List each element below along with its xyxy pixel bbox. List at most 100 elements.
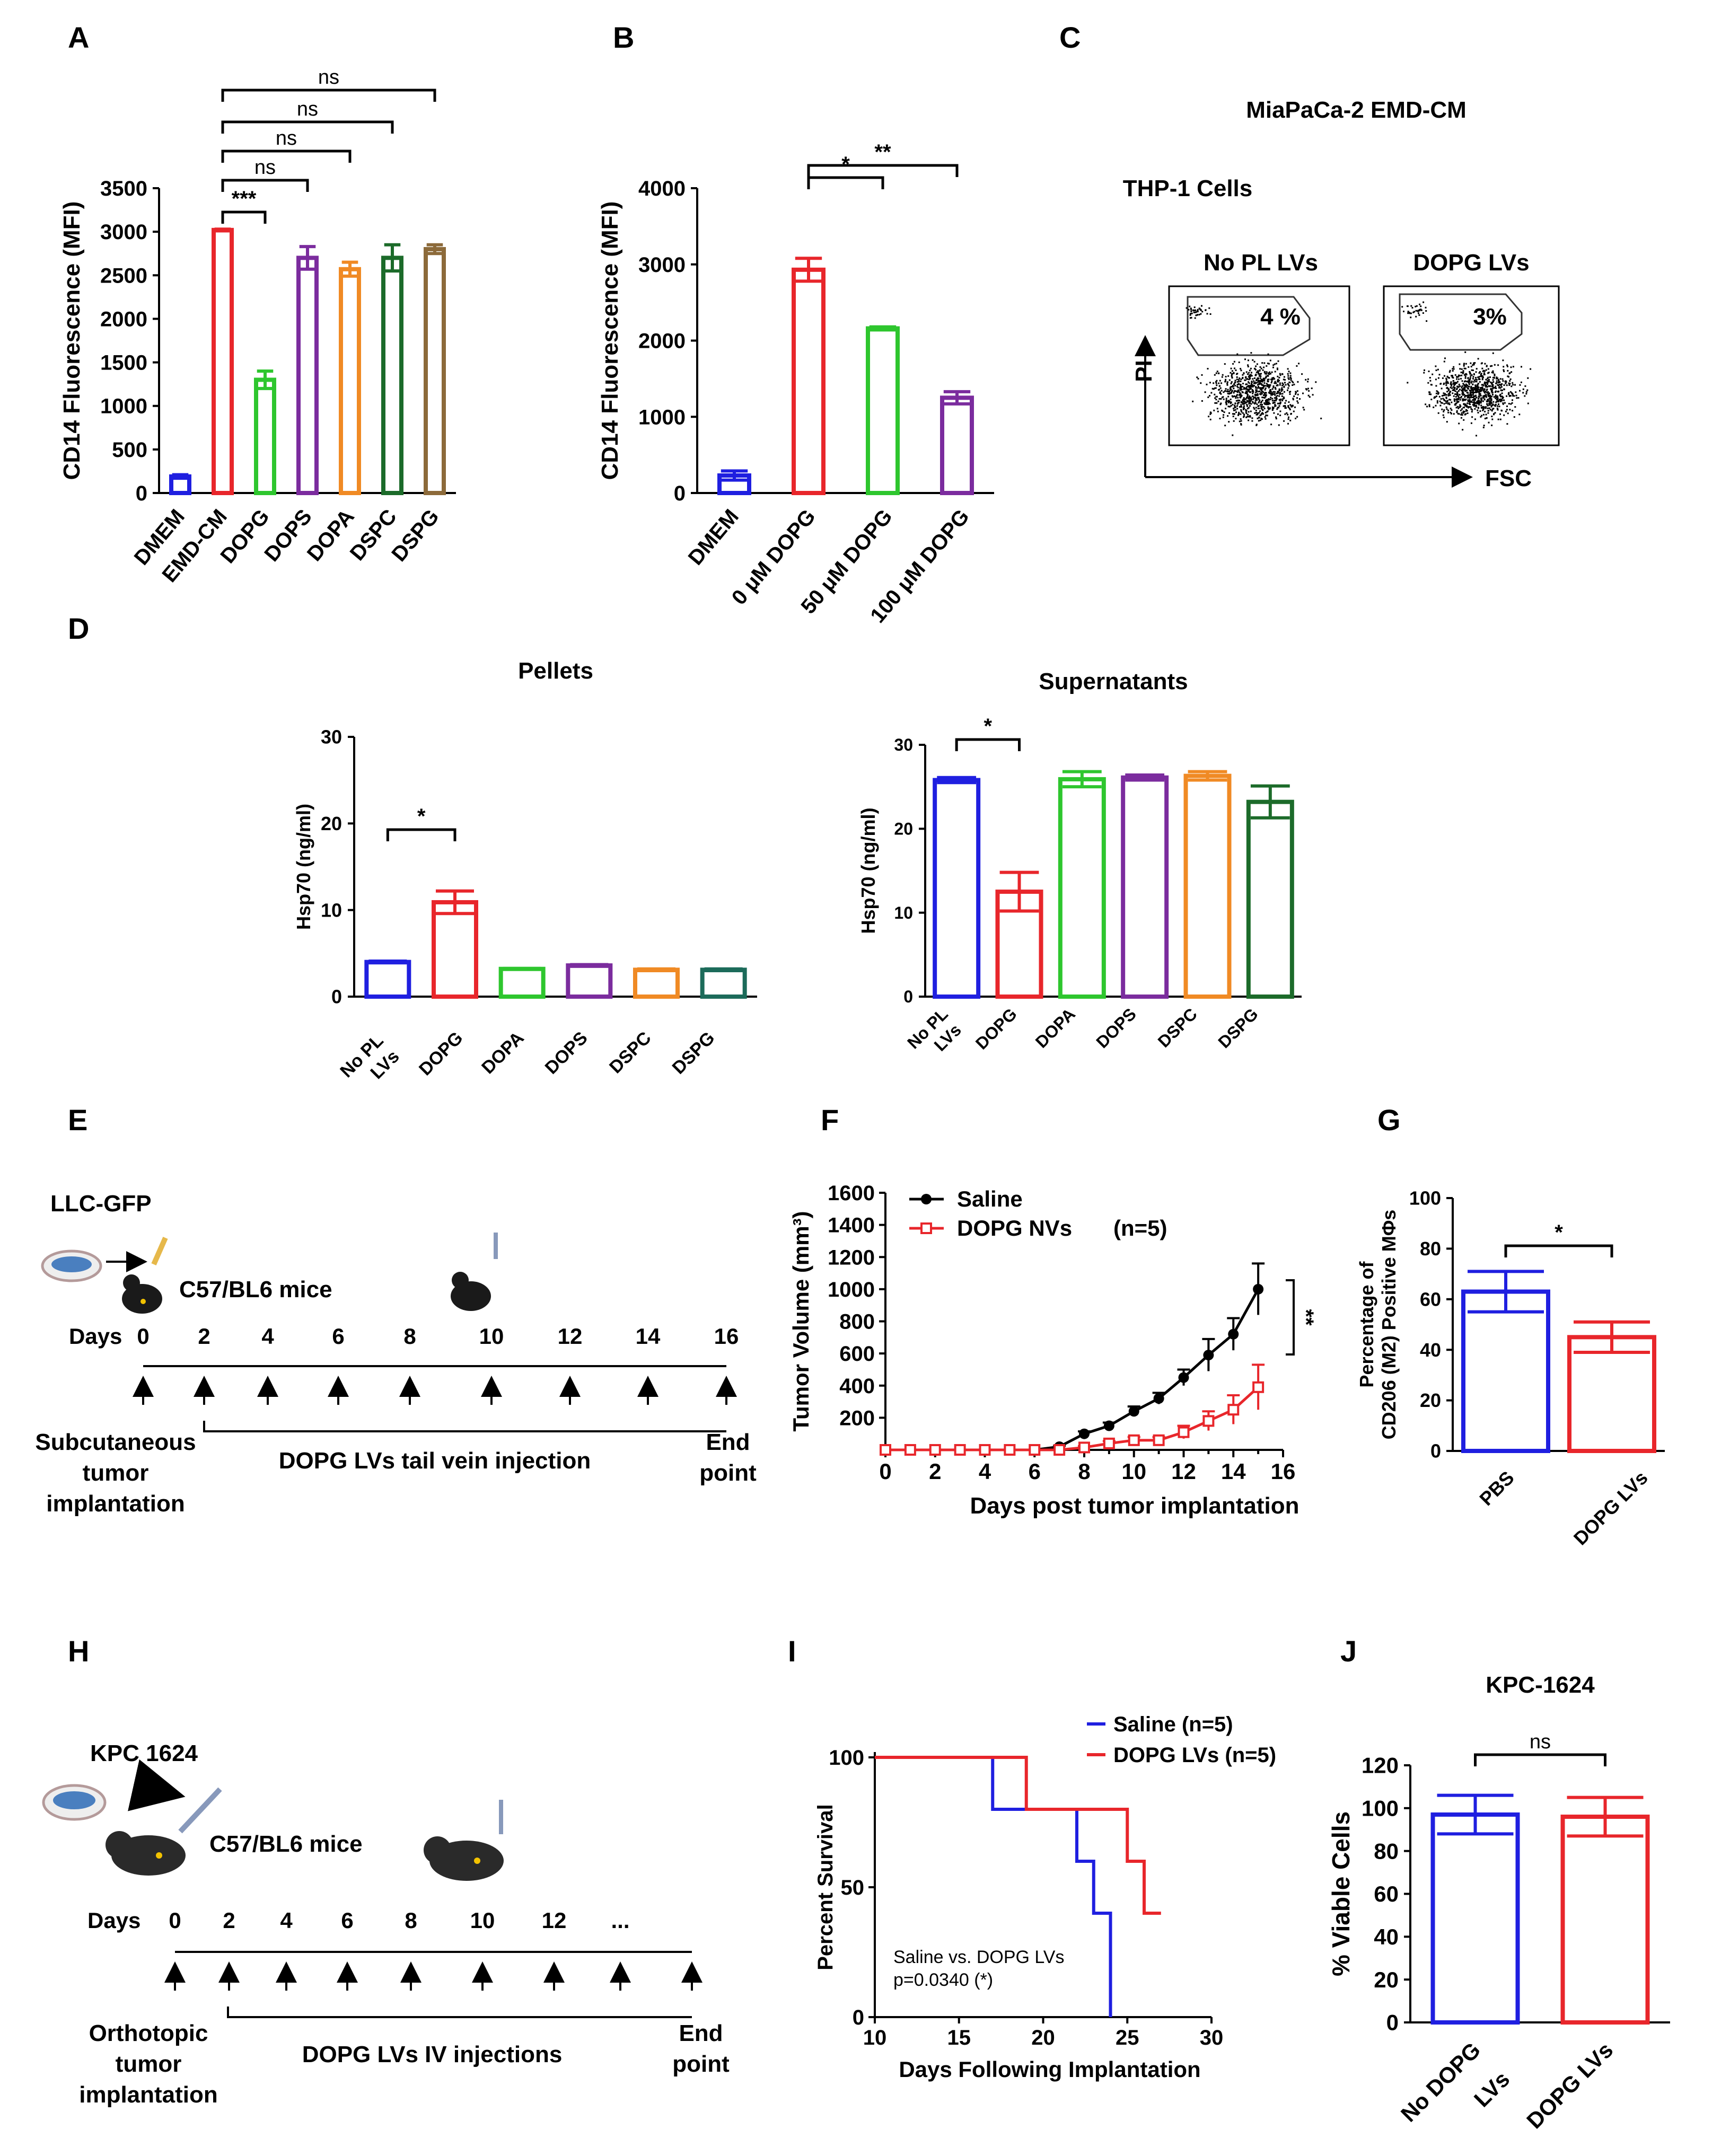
chart-b-xlabels: DMEM 0 μM DOPG 50 μM DOPG 100 μM DOPG (684, 505, 974, 628)
x-tick-label: 14 (1221, 1459, 1246, 1484)
y-tick-label: 0 (1386, 2010, 1399, 2035)
flow-xlabel: FSC (1485, 465, 1532, 491)
panel-label-c: C (1059, 21, 1081, 54)
bar (1058, 777, 1106, 999)
tumor-icon (156, 1852, 162, 1859)
x-tick-label: 4 (979, 1459, 991, 1484)
y-tick-label: 3000 (638, 253, 686, 277)
significance-bracket (221, 179, 309, 192)
scheme-end-label: point (699, 1460, 757, 1486)
scheme-h-days: 0 2 4 6 8 10 12... (169, 1908, 629, 1933)
panel-label-b: B (613, 21, 634, 54)
mouse-head-icon (452, 1272, 469, 1289)
y-tick-label: 100 (829, 1746, 864, 1770)
tick-label: DSPG (1214, 1004, 1262, 1052)
day-label: 8 (405, 1908, 417, 1933)
scheme-treatment: DOPG LVs IV injections (302, 2041, 563, 2067)
tick-label: DSPG (669, 1028, 719, 1078)
y-axis-label: Percent Survival (814, 1804, 837, 1970)
data-point (1103, 1420, 1114, 1431)
bar (1461, 1289, 1550, 1453)
chart-title: KPC-1624 (1486, 1672, 1595, 1698)
data-point (1103, 1437, 1115, 1449)
y-tick-label: 1400 (828, 1214, 875, 1237)
data-point (1153, 1434, 1165, 1446)
tick-label: DSPC (1154, 1004, 1201, 1051)
y-tick-label: 40 (1374, 1924, 1399, 1949)
chart-title: Supernatants (1039, 668, 1188, 694)
day-label: 14 (636, 1324, 661, 1349)
y-tick-label: 60 (1374, 1881, 1399, 1906)
significance-bracket (221, 149, 352, 163)
significance-bracket (807, 164, 959, 177)
flow-gate (1187, 296, 1311, 356)
y-tick-label: 3000 (100, 221, 147, 244)
tick-label: DMEM (684, 505, 743, 570)
survival-line (875, 1756, 1112, 2017)
y-tick-label: 2000 (638, 330, 686, 353)
y-axis-label: CD206 (M2) Positive MΦs (1378, 1210, 1400, 1440)
day-label: 0 (137, 1324, 149, 1349)
significance-label: ns (318, 66, 339, 89)
y-tick-label: 400 (839, 1375, 875, 1398)
y-tick-label: 200 (839, 1406, 875, 1430)
flow-plot-frame (1168, 285, 1350, 446)
significance-bracket (386, 828, 456, 841)
tick-label: PBS (1475, 1467, 1518, 1510)
bar (792, 267, 826, 495)
y-axis-label: % Viable Cells (1327, 1811, 1355, 1976)
y-tick-label: 30 (894, 735, 913, 754)
legend-marker (920, 1222, 932, 1234)
flow-percentage: 3% (1473, 304, 1507, 330)
bar (940, 395, 974, 495)
mouse-icon (451, 1281, 491, 1311)
mouse-head-icon (123, 1274, 140, 1291)
y-tick-label: 10 (321, 899, 342, 921)
y-axis-label: Tumor Volume (mm³) (788, 1211, 813, 1431)
flow-gate (1399, 293, 1523, 351)
bar (339, 267, 361, 495)
y-tick-label: 60 (1420, 1288, 1441, 1310)
y-tick-label: 600 (839, 1342, 875, 1366)
y-tick-label: 1000 (638, 406, 686, 429)
tick-label: DOPS (541, 1028, 592, 1078)
bar (1183, 773, 1232, 999)
panel-label-h: H (68, 1634, 89, 1668)
bar (432, 900, 478, 999)
data-point (1079, 1428, 1090, 1439)
data-point (954, 1444, 966, 1456)
y-axis-label: Percentage of (1356, 1261, 1377, 1387)
data-point (904, 1444, 916, 1456)
tick-label: No DOPG (1396, 2037, 1486, 2127)
chart-g-cd206: 0 20 40 60 80 100 Percentage of CD206 (M2) Posi… (1356, 1187, 1665, 1462)
legend-label: Saline (n=5) (1113, 1713, 1233, 1736)
scheme-end-label: point (672, 2051, 730, 2077)
significance-label: * (984, 715, 993, 738)
flow-percentage: 4 % (1260, 304, 1301, 330)
significance-label: ns (254, 156, 276, 179)
significance-bracket (1286, 1279, 1295, 1356)
bar (566, 963, 613, 999)
flow-ylabel: PI (1131, 360, 1157, 382)
legend-marker (921, 1194, 932, 1204)
y-tick-label: 800 (839, 1310, 875, 1334)
data-point (929, 1444, 941, 1456)
y-tick-label: 1600 (828, 1182, 875, 1205)
y-tick-label: 2500 (100, 264, 147, 287)
flow-dots (1186, 301, 1532, 437)
data-point (1128, 1434, 1140, 1446)
bar (1567, 1335, 1656, 1454)
syringe-icon (178, 1787, 222, 1834)
x-tick-label: 25 (1116, 2026, 1139, 2049)
x-tick-label: 10 (863, 2026, 887, 2049)
bar (381, 256, 403, 495)
significance-label: *** (232, 187, 257, 210)
bar (933, 778, 981, 999)
day-label: 6 (332, 1324, 344, 1349)
data-point (1253, 1283, 1264, 1295)
bar (1246, 799, 1294, 999)
data-point (1228, 1328, 1239, 1340)
y-axis-label: CD14 Fluorescence (MFI) (59, 201, 85, 480)
